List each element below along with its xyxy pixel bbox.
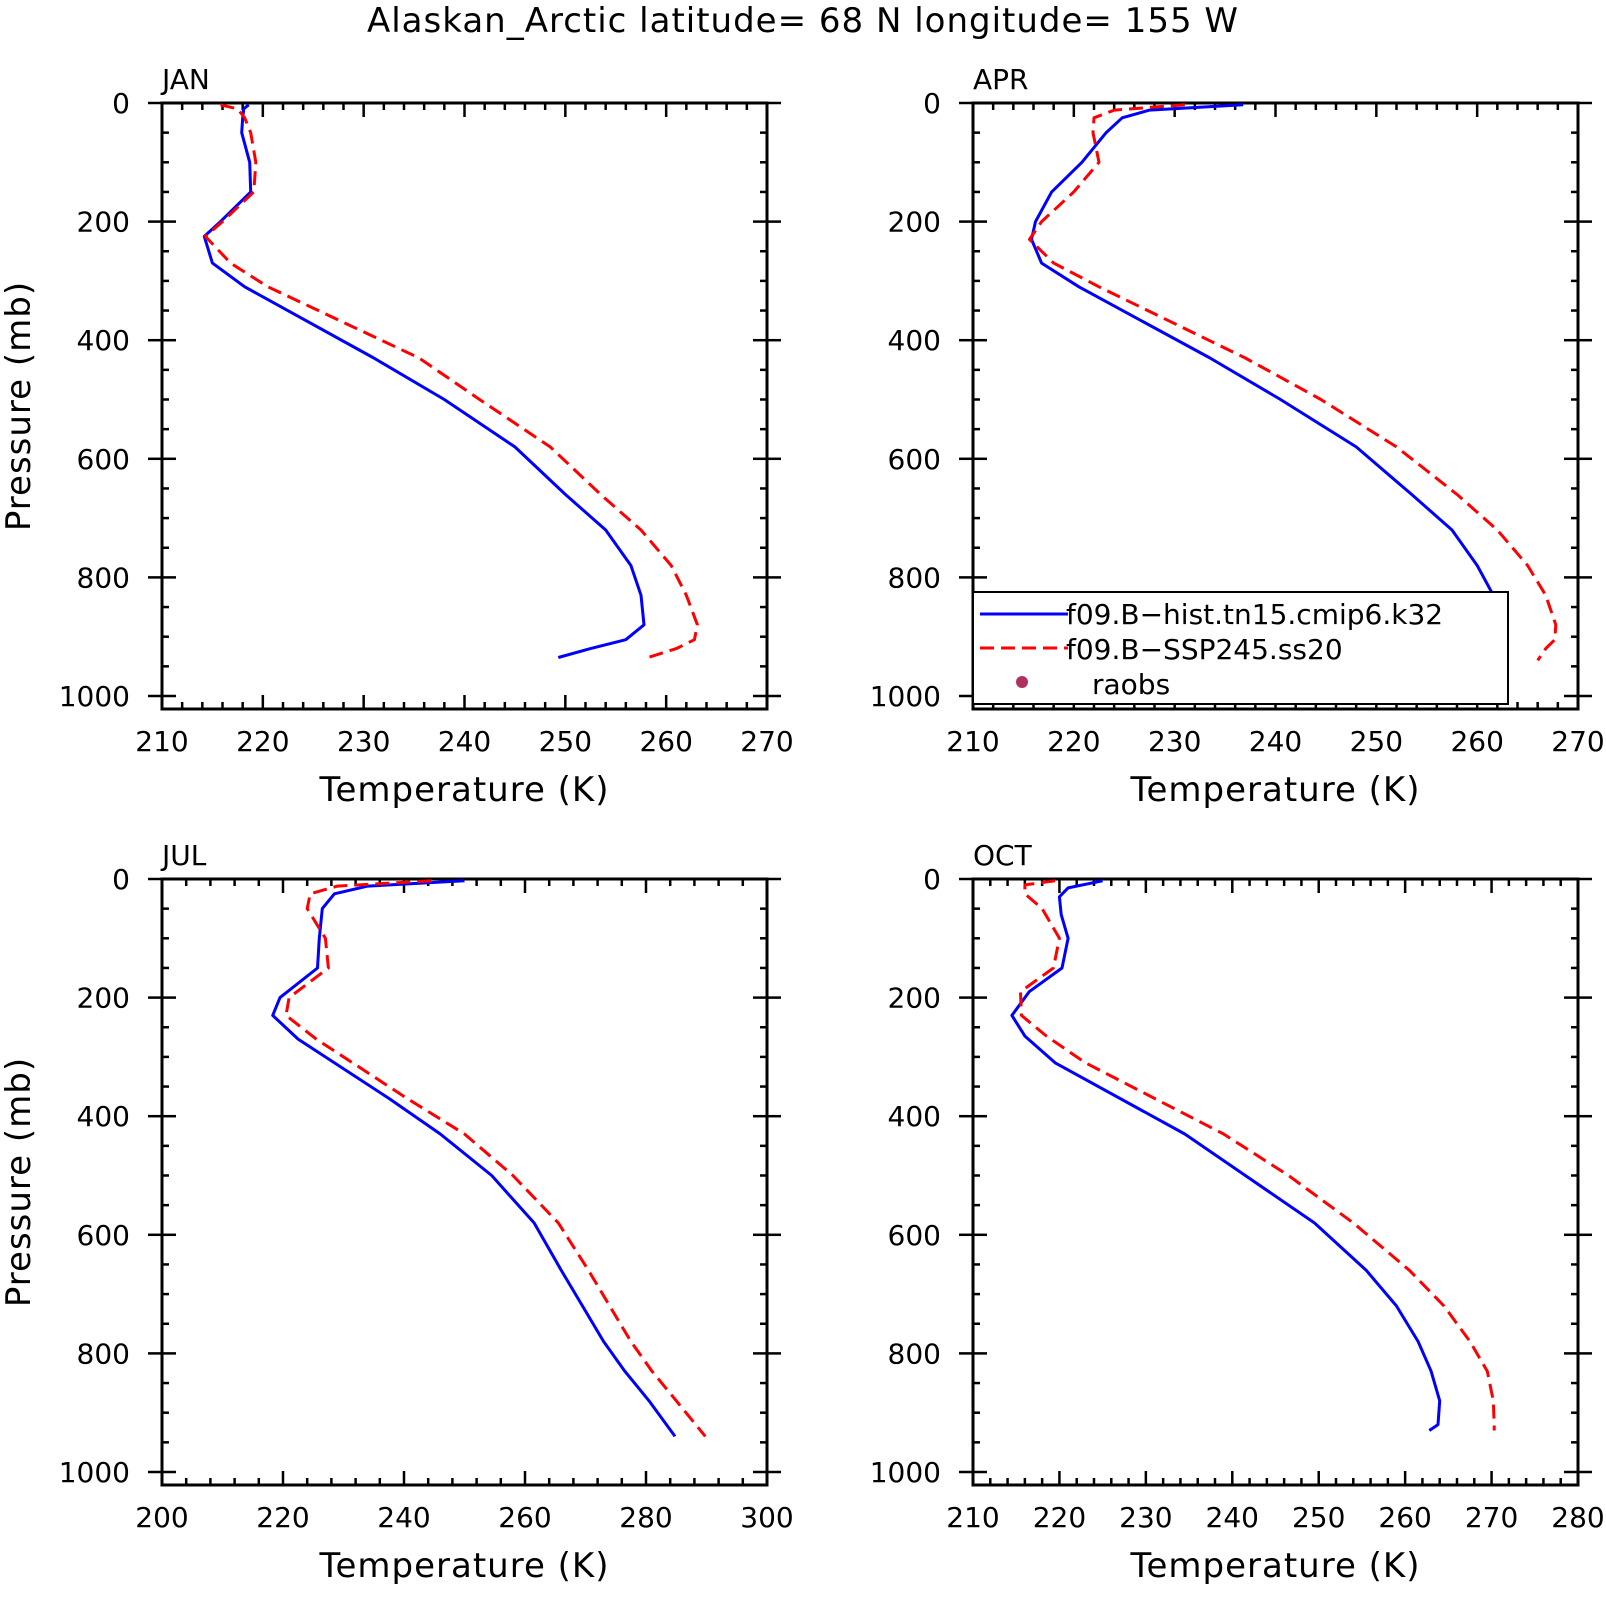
y-tick-label: 0 [923,863,941,896]
x-tick-label: 220 [1033,1501,1086,1534]
y-tick-label: 1000 [870,680,941,713]
x-tick-label: 260 [1378,1501,1431,1534]
y-tick-label: 600 [888,1219,941,1252]
series-line-ssp [1019,879,1496,1431]
x-axis-label: Temperature (K) [1129,1546,1420,1586]
x-tick-label: 200 [135,1501,188,1534]
plot-frame [160,877,769,1487]
legend-label-raobs: raobs [1092,668,1170,701]
y-tick-label: 1000 [59,1456,130,1489]
x-tick-label: 280 [619,1501,672,1534]
x-tick-label: 210 [135,725,188,758]
series-line-hist [1030,103,1502,662]
x-tick-label: 230 [1148,725,1201,758]
x-tick-label: 220 [1047,725,1100,758]
x-tick-label: 270 [1551,725,1604,758]
x-tick-label: 220 [256,1501,309,1534]
series-line-hist [271,879,677,1438]
x-tick-label: 250 [539,725,592,758]
series-line-ssp [284,879,707,1438]
panel-title: OCT [973,839,1033,872]
y-tick-label: 0 [112,87,130,120]
y-tick-label: 1000 [870,1456,941,1489]
x-tick-label: 270 [740,725,793,758]
y-tick-label: 200 [888,206,941,239]
panels: JAN 210 220 230 240 250 260 270 0 200 400 600 800 100… [0,63,1605,1586]
y-tick-label: 800 [888,561,941,594]
y-tick-label: 800 [77,1337,130,1370]
y-tick-label: 0 [112,863,130,896]
y-tick-label: 600 [77,443,130,476]
legend-marker-raobs [1016,676,1028,688]
series-line-ssp [203,103,699,659]
x-tick-label: 240 [377,1501,430,1534]
x-tick-label: 300 [740,1501,793,1534]
series-line-hist [202,103,646,659]
y-tick-label: 800 [888,1337,941,1370]
y-tick-label: 200 [77,206,130,239]
figure-title: Alaskan_Arctic latitude= 68 N longitude=… [367,1,1239,41]
x-tick-label: 210 [946,1501,999,1534]
y-axis-label: Pressure (mb) [0,1057,39,1307]
panel-jan: JAN 210 220 230 240 250 260 270 0 200 400 600 800 100… [0,63,794,810]
x-tick-label: 230 [337,725,390,758]
y-tick-label: 400 [77,1100,130,1133]
y-tick-label: 200 [888,982,941,1015]
x-tick-label: 260 [639,725,692,758]
series-line-hist [1010,879,1442,1432]
y-tick-label: 1000 [59,680,130,713]
x-tick-label: 230 [1119,1501,1172,1534]
legend: f09.B−hist.tn15.cmip6.k32 f09.B−SSP245.s… [972,591,1509,705]
legend-label-hist: f09.B−hist.tn15.cmip6.k32 [1066,598,1443,631]
x-tick-label: 240 [1206,1501,1259,1534]
y-tick-label: 400 [888,324,941,357]
x-tick-label: 260 [1450,725,1503,758]
panel-jul: JUL 200 220 240 260 280 300 0 200 400 600 800 1000 Te… [0,839,794,1586]
y-tick-label: 600 [888,443,941,476]
y-axis-label: Pressure (mb) [0,281,39,531]
panel-title: JAN [160,63,210,96]
y-tick-label: 600 [77,1219,130,1252]
x-tick-label: 240 [1249,725,1302,758]
x-axis-label: Temperature (K) [1129,770,1420,810]
x-tick-label: 280 [1551,1501,1604,1534]
y-tick-label: 800 [77,561,130,594]
panel-oct: OCT 210 220 230 240 250 260 270 280 0 200 400 600 800… [870,839,1605,1586]
y-tick-label: 400 [888,1100,941,1133]
x-tick-label: 270 [1465,1501,1518,1534]
y-tick-label: 200 [77,982,130,1015]
x-axis-label: Temperature (K) [318,770,609,810]
x-tick-label: 220 [236,725,289,758]
x-tick-label: 210 [946,725,999,758]
y-tick-label: 0 [923,87,941,120]
series-line-ssp [1028,103,1558,662]
y-tick-label: 400 [77,324,130,357]
legend-label-ssp: f09.B−SSP245.ss20 [1066,633,1343,666]
panel-title: JUL [160,839,207,872]
x-tick-label: 240 [438,725,491,758]
panel-title: APR [973,63,1029,96]
x-tick-label: 250 [1350,725,1403,758]
x-axis-label: Temperature (K) [318,1546,609,1586]
plot-frame [971,877,1580,1487]
legend-box [972,591,1509,705]
x-tick-label: 250 [1292,1501,1345,1534]
x-tick-label: 260 [498,1501,551,1534]
